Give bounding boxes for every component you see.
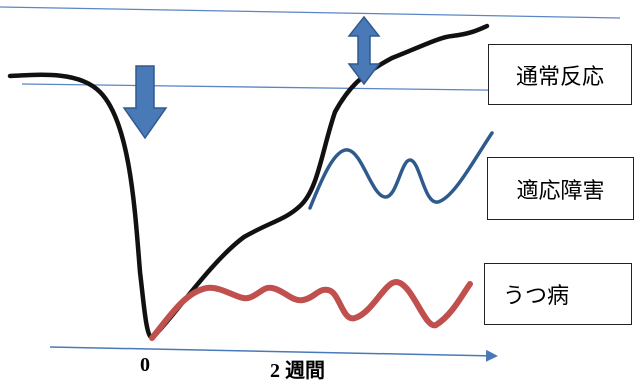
normal-reaction-label: 通常反応 bbox=[488, 44, 632, 105]
normal-reaction-curve bbox=[7, 23, 490, 341]
adjustment-disorder-wave bbox=[308, 131, 494, 210]
tick-zero: 0 bbox=[140, 354, 150, 376]
down-arrow-icon bbox=[122, 65, 168, 140]
normal-reaction-text: 通常反応 bbox=[515, 64, 604, 90]
adjustment-disorder-text: 適応障害 bbox=[516, 178, 605, 204]
upper-guide-line bbox=[0, 6, 621, 19]
time-axis bbox=[49, 346, 498, 362]
depression-text: うつ病 bbox=[503, 284, 570, 309]
double-arrow-icon bbox=[347, 15, 381, 86]
depression-label: うつ病 bbox=[484, 263, 632, 325]
tick-two-weeks: 2 週間 bbox=[270, 360, 325, 382]
adjustment-disorder-label: 適応障害 bbox=[487, 157, 634, 220]
depression-wave bbox=[149, 279, 473, 341]
